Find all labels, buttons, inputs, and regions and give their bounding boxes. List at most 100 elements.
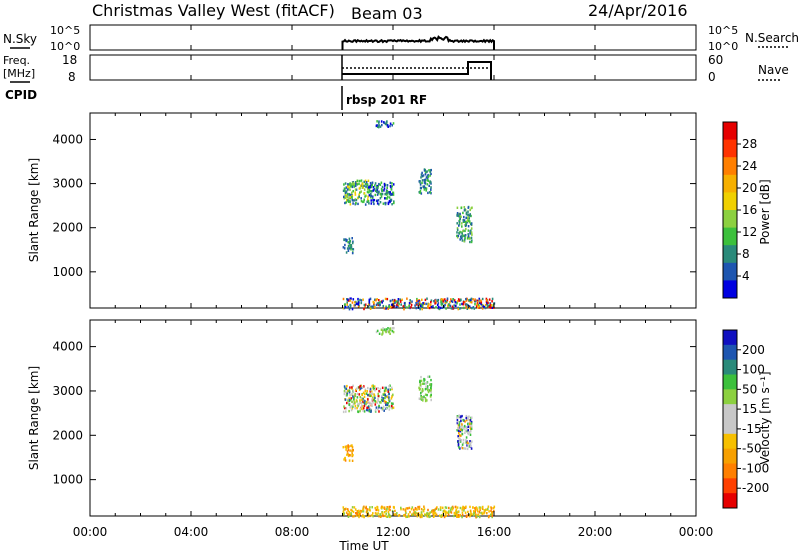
- power-cell: [363, 200, 365, 203]
- power-cell: [368, 202, 370, 205]
- power-cell: [360, 299, 363, 302]
- power-cell: [352, 298, 355, 301]
- velocity-cell: [414, 511, 417, 514]
- power-cell: [471, 233, 473, 236]
- velocity-cell: [416, 515, 419, 518]
- power-cell: [383, 182, 386, 186]
- velocity-cell: [364, 388, 367, 391]
- power-cell: [399, 299, 402, 303]
- velocity-cell: [461, 515, 463, 519]
- velocity-cell: [345, 410, 347, 413]
- power-cell: [345, 186, 348, 189]
- velocity-cell: [458, 434, 461, 437]
- power-cell: [349, 194, 351, 197]
- velocity-cell: [461, 443, 464, 446]
- velocity-cell: [347, 509, 350, 513]
- velocity-cell: [386, 402, 388, 405]
- power-cell: [364, 179, 367, 182]
- velocity-cell: [389, 327, 392, 330]
- power-cell: [368, 186, 370, 189]
- velocity-cell: [428, 512, 431, 515]
- velocity-colorbar-tick-label: -100: [742, 461, 769, 475]
- power-cell: [465, 211, 468, 214]
- power-cell: [427, 173, 429, 177]
- velocity-cell: [360, 397, 363, 400]
- velocity-cell: [377, 408, 379, 411]
- power-cell: [458, 299, 460, 302]
- power-cell: [491, 306, 493, 309]
- power-cell: [457, 234, 460, 238]
- velocity-cell: [389, 505, 391, 509]
- power-cell: [381, 123, 383, 127]
- velocity-cell: [467, 514, 469, 517]
- velocity-cell: [349, 449, 351, 452]
- velocity-cell: [388, 398, 390, 402]
- velocity-colorbar-cell: [723, 359, 737, 375]
- velocity-cell: [445, 514, 447, 517]
- power-cell: [458, 220, 460, 223]
- power-cell: [414, 304, 416, 307]
- power-cell: [488, 305, 491, 308]
- velocity-cell: [451, 508, 454, 511]
- power-cell: [444, 301, 447, 305]
- power-cell: [344, 305, 347, 309]
- power-cell: [373, 202, 375, 206]
- power-cell: [353, 301, 356, 304]
- power-cell: [442, 298, 444, 301]
- velocity-cell: [419, 380, 421, 384]
- nave-tick-top: 60: [708, 53, 723, 67]
- x-tick-label: 00:00: [73, 525, 108, 539]
- velocity-cell: [490, 513, 492, 516]
- velocity-cell: [467, 432, 470, 436]
- velocity-cell: [351, 400, 353, 403]
- velocity-cell: [374, 396, 376, 400]
- power-cell: [476, 299, 479, 302]
- power-cell: [453, 299, 456, 302]
- power-cell: [357, 179, 359, 183]
- power-cell: [416, 297, 418, 301]
- power-cell: [456, 228, 459, 231]
- velocity-cell: [461, 446, 464, 450]
- power-cell: [467, 213, 469, 216]
- velocity-cell: [404, 509, 407, 513]
- velocity-cell: [348, 409, 350, 413]
- power-cell: [350, 244, 352, 247]
- power-cell: [374, 298, 376, 301]
- velocity-cell: [416, 508, 418, 511]
- velocity-cell: [367, 393, 369, 397]
- velocity-cell: [365, 510, 368, 513]
- velocity-cell: [464, 420, 466, 423]
- power-cell: [358, 193, 360, 196]
- power-cell: [471, 206, 473, 209]
- power-cell: [346, 303, 348, 306]
- velocity-cell: [410, 508, 413, 511]
- power-cell: [348, 193, 350, 196]
- velocity-cell: [351, 506, 354, 509]
- power-cell: [466, 307, 469, 310]
- velocity-cell: [369, 394, 372, 397]
- velocity-cell: [458, 414, 461, 417]
- velocity-cell: [413, 508, 415, 512]
- velocity-cell: [350, 444, 352, 448]
- velocity-cell: [344, 390, 347, 394]
- velocity-cell: [372, 401, 374, 404]
- power-cell: [470, 297, 473, 300]
- power-ylabel: Slant Range [km]: [27, 158, 41, 262]
- velocity-cell: [432, 513, 434, 516]
- velocity-cell: [389, 332, 391, 335]
- power-cell: [377, 190, 379, 194]
- power-cell: [468, 220, 471, 223]
- velocity-cell: [407, 513, 410, 516]
- velocity-cell: [421, 515, 423, 519]
- power-cell: [383, 189, 385, 192]
- power-cell: [370, 199, 372, 202]
- power-cell: [349, 303, 351, 307]
- velocity-cell: [359, 407, 362, 411]
- velocity-cell: [443, 515, 446, 519]
- velocity-cell: [350, 408, 353, 412]
- velocity-cell: [474, 507, 476, 510]
- power-cell: [393, 200, 395, 203]
- velocity-cell: [460, 434, 462, 437]
- velocity-cell: [380, 328, 383, 331]
